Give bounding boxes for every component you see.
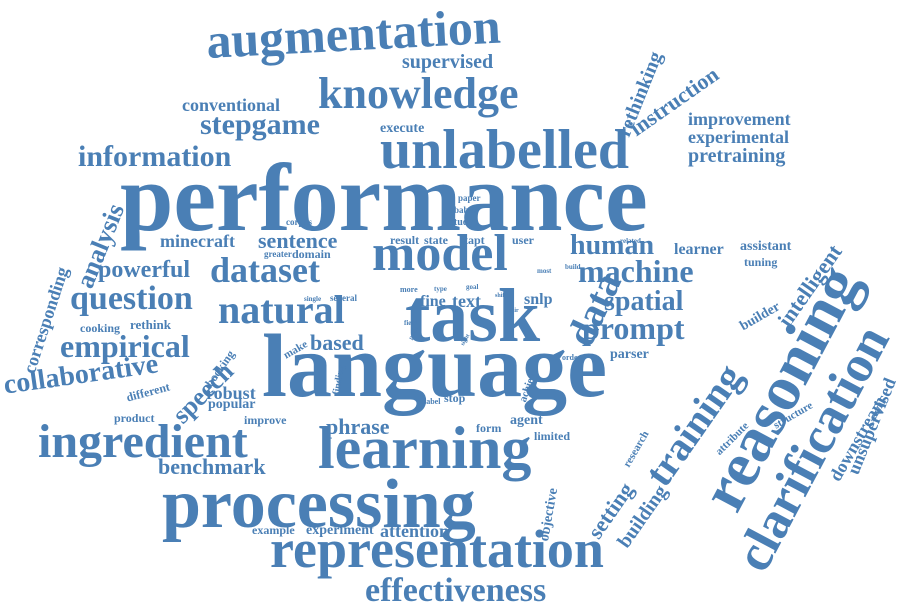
word-question: question [70, 280, 193, 317]
word-more: more [400, 285, 418, 294]
word-representation: representation [270, 519, 604, 579]
word-parser: parser [610, 347, 649, 362]
word-tapt: tapt [464, 233, 485, 247]
word-supervised: supervised [402, 51, 494, 73]
word-experimental: experimental [688, 127, 789, 147]
word-form: form [476, 421, 502, 435]
word-order: order [562, 353, 582, 362]
word-task: task [405, 274, 541, 358]
word-babus: babus [454, 205, 478, 215]
word-goal: goal [466, 283, 479, 291]
word-improvement: improvement [688, 109, 791, 129]
word-phrase: phrase [326, 414, 390, 439]
word-pretraining: pretraining [688, 145, 786, 167]
word-human: human [570, 230, 655, 261]
word-rethink: rethink [130, 317, 171, 332]
word-state: state [424, 233, 448, 247]
word-experiment: experiment [306, 523, 374, 538]
word-pair: pair [508, 308, 519, 314]
word-snlp: snlp [524, 291, 553, 308]
word-stop: stop [444, 391, 466, 405]
word-machine: machine [578, 253, 694, 289]
word-different: different [124, 379, 172, 405]
word-text: text [452, 291, 481, 311]
word-based: based [310, 330, 364, 355]
word-empirical: empirical [60, 328, 190, 364]
word-related: related [620, 237, 641, 245]
word-assistant: assistant [740, 239, 792, 254]
word-agent: agent [510, 413, 543, 428]
word-user: user [512, 233, 534, 247]
word-paper: paper [458, 193, 481, 203]
word-improve: improve [244, 413, 287, 427]
word-execute: execute [380, 121, 425, 136]
word-most: most [537, 267, 552, 275]
word-greater: greater [264, 249, 292, 259]
word-performance: performance [120, 144, 648, 251]
word-model: model [372, 225, 508, 282]
word-label: label [424, 397, 441, 406]
word-sentence: sentence [258, 228, 338, 253]
word-attention: attention [380, 521, 449, 541]
word-domain: domain [292, 247, 331, 261]
word-natural: natural [218, 287, 345, 332]
word-conventional: conventional [182, 95, 281, 115]
word-information: information [78, 140, 232, 173]
word-minecraft: minecraft [160, 231, 235, 251]
word-processing: processing [162, 466, 476, 543]
word-knowledge: knowledge [318, 69, 519, 118]
word-ingredient: ingredient [38, 415, 248, 468]
word-product: product [114, 411, 155, 425]
word-example: example [252, 523, 295, 537]
word-fine: fine [420, 293, 446, 310]
word-result: result [390, 233, 420, 247]
word-language: language [262, 317, 608, 416]
word-limited: limited [534, 429, 570, 443]
word-prompt: prompt [582, 310, 685, 346]
word-corpus: corpus [286, 217, 313, 227]
word-robust: robust [206, 383, 256, 403]
word-type: type [434, 285, 447, 293]
word-build: build [565, 263, 581, 271]
word-tuning: tuning [744, 255, 778, 269]
word-study: study [450, 217, 474, 228]
word-unlabelled: unlabelled [380, 119, 629, 181]
word-single: single [304, 295, 322, 303]
word-learner: learner [674, 241, 724, 258]
word-powerful: powerful [98, 257, 190, 283]
word-field: field [404, 319, 418, 327]
word-learning: learning [318, 415, 532, 481]
word-stepgame: stepgame [200, 108, 320, 141]
word-effectiveness: effectiveness [365, 572, 547, 609]
word-several: several [330, 293, 357, 303]
word-benchmark: benchmark [158, 454, 266, 479]
word-shift: shift [495, 293, 507, 299]
word-cooking: cooking [80, 321, 121, 335]
word-dataset: dataset [210, 250, 320, 290]
word-spatial: spatial [604, 286, 684, 317]
word-popular: popular [208, 397, 256, 412]
